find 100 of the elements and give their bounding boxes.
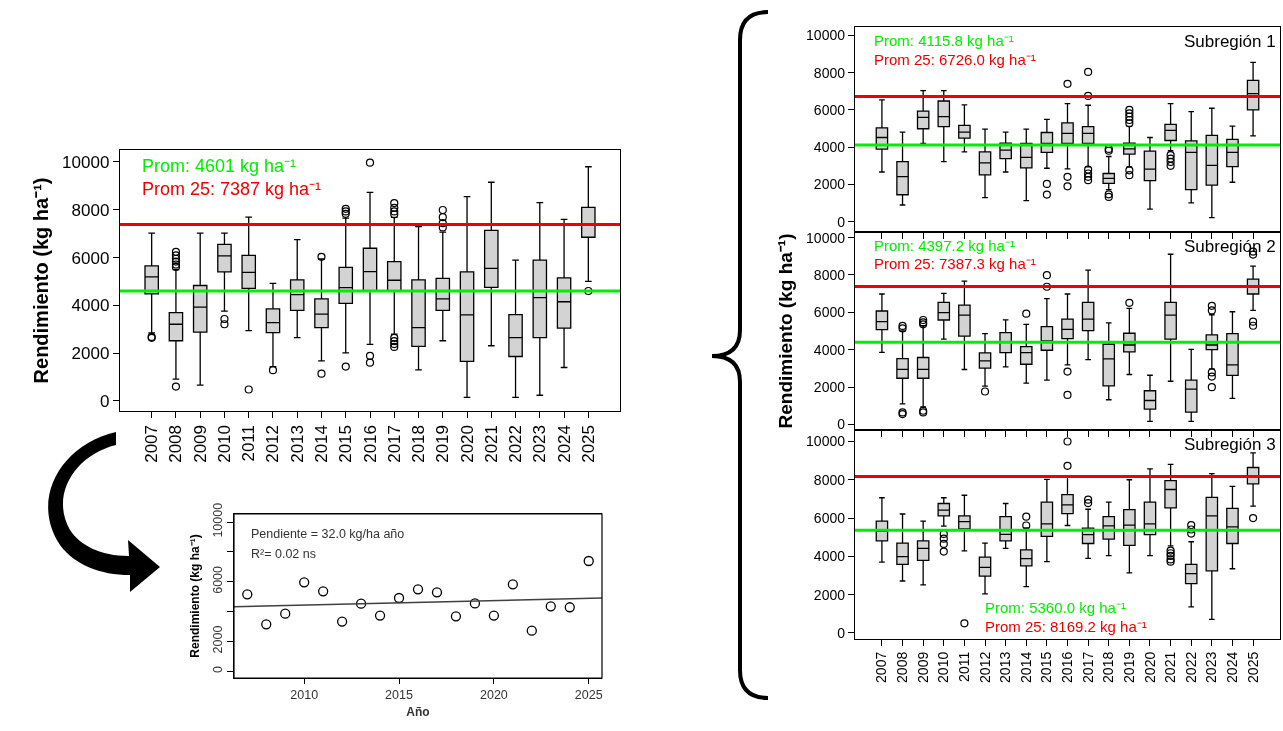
- y-tick-label: 10000: [806, 433, 846, 450]
- x-tick-label: 2015: [385, 688, 413, 703]
- y-tick-label: 0: [837, 416, 846, 433]
- x-tick-label: 2010: [935, 651, 952, 683]
- ref-line-label: Prom: 4601 kg ha⁻¹: [142, 156, 297, 176]
- x-tick-label: 2011: [955, 651, 972, 682]
- x-tick-label: 2012: [976, 651, 993, 683]
- x-tick-label: 2008: [166, 425, 186, 463]
- x-tick-label: 2020: [457, 425, 477, 463]
- y-tick-label: 10000: [210, 502, 225, 538]
- x-tick-label: 2014: [312, 425, 332, 463]
- point: [526, 625, 537, 636]
- y-tick-label: 4000: [71, 296, 110, 316]
- point: [242, 589, 253, 600]
- y-axis-title: Rendimiento (kg ha⁻¹): [29, 177, 52, 384]
- ref-line-label: Prom: 4397.2 kg ha⁻¹: [874, 237, 1015, 254]
- x-tick-label: 2025: [574, 688, 603, 703]
- point: [583, 555, 594, 567]
- point: [412, 584, 424, 595]
- x-tick-label: 2013: [997, 651, 1014, 683]
- annotation: Pendiente = 32.0 kg/ha año: [251, 527, 405, 541]
- ref-line-label: Prom: 5360.0 kg ha⁻¹: [985, 599, 1126, 616]
- point: [545, 601, 556, 612]
- point: [488, 610, 500, 621]
- x-tick-label: 2016: [360, 425, 380, 463]
- x-tick-label: 2009: [914, 651, 931, 683]
- x-tick-label: 2020: [479, 688, 508, 703]
- annotation: Subregión 2: [1184, 237, 1276, 256]
- y-tick-label: 8000: [71, 200, 110, 220]
- y-tick-label: 4000: [813, 139, 846, 156]
- x-tick-label: 2021: [1162, 651, 1179, 683]
- x-tick-label: 2008: [894, 651, 911, 683]
- y-tick-label: 6000: [813, 304, 846, 321]
- x-tick-label: 2019: [1120, 651, 1137, 683]
- x-tick-label: 2017: [384, 425, 404, 463]
- x-tick-label: 2015: [1038, 651, 1055, 683]
- x-tick-label: 2019: [433, 425, 453, 463]
- y-tick-label: 10000: [806, 27, 846, 44]
- annotation: Subregión 3: [1184, 435, 1276, 454]
- x-tick-label: 2018: [409, 425, 429, 463]
- y-tick-label: 0: [210, 665, 225, 673]
- y-axis-title: Rendimiento (kg ha⁻¹): [775, 233, 797, 429]
- x-tick-label: 2010: [290, 688, 319, 703]
- annotation: Subregión 1: [1184, 32, 1276, 51]
- x-tick-label: 2009: [190, 425, 210, 463]
- y-tick-label: 2000: [210, 625, 225, 654]
- x-tick-label: 2025: [1244, 651, 1261, 683]
- point: [261, 619, 272, 630]
- y-tick-label: 8000: [813, 64, 846, 81]
- x-tick-label: 2012: [263, 425, 283, 463]
- ref-line-label: Prom 25: 8169.2 kg ha⁻¹: [985, 618, 1147, 635]
- x-tick-label: 2022: [1182, 651, 1199, 683]
- point: [507, 579, 518, 590]
- x-tick-label: 2013: [287, 425, 307, 463]
- y-tick-label: 6000: [71, 248, 110, 268]
- y-tick-label: 6000: [813, 101, 846, 118]
- x-tick-label: 2007: [142, 425, 162, 463]
- point: [374, 610, 386, 621]
- x-tick-label: 2023: [1203, 651, 1220, 683]
- y-tick-label: 0: [837, 624, 846, 641]
- y-tick-label: 10000: [62, 152, 110, 172]
- x-tick-label: 2024: [554, 425, 574, 463]
- point: [564, 602, 575, 613]
- x-tick-label: 2010: [214, 425, 234, 463]
- x-tick-label: 2025: [578, 425, 598, 463]
- y-tick-label: 4000: [813, 341, 846, 358]
- y-tick-label: 8000: [813, 266, 846, 283]
- x-tick-label: 2021: [481, 425, 501, 463]
- ref-line-label: Prom 25: 7387.3 kg ha⁻¹: [874, 255, 1036, 272]
- x-tick-label: 2023: [530, 425, 550, 463]
- annotation: R²= 0.02 ns: [251, 547, 316, 561]
- x-tick-label: 2015: [336, 425, 356, 463]
- y-tick-label: 2000: [71, 344, 110, 364]
- x-tick-label: 2022: [506, 425, 526, 463]
- x-tick-label: 2024: [1224, 651, 1241, 683]
- point: [355, 598, 367, 609]
- y-axis-title: Rendimiento (kg ha⁻¹): [188, 534, 203, 658]
- point: [431, 587, 443, 598]
- x-tick-label: 2014: [1017, 651, 1034, 683]
- y-tick-label: 0: [99, 391, 110, 411]
- y-tick-label: 4000: [813, 548, 846, 565]
- point: [393, 592, 405, 604]
- y-tick-label: 2000: [813, 378, 846, 395]
- point: [336, 616, 348, 627]
- y-tick-label: 6000: [210, 565, 225, 594]
- x-tick-label: 2007: [873, 651, 890, 683]
- point: [469, 598, 481, 609]
- point: [450, 611, 462, 622]
- y-tick-label: 6000: [813, 509, 846, 526]
- x-axis-title: Año: [406, 705, 430, 719]
- y-tick-label: 10000: [806, 229, 846, 246]
- point: [318, 586, 329, 597]
- y-tick-label: 0: [837, 213, 846, 230]
- x-tick-label: 2016: [1059, 651, 1076, 683]
- ref-line-label: Prom: 4115.8 kg ha⁻¹: [874, 32, 1014, 49]
- y-tick-label: 8000: [813, 471, 846, 488]
- x-tick-label: 2017: [1079, 651, 1096, 683]
- ref-line-label: Prom 25: 7387 kg ha⁻¹: [142, 179, 322, 199]
- ref-line-label: Prom 25: 6726.0 kg ha⁻¹: [874, 51, 1036, 68]
- point: [299, 577, 310, 588]
